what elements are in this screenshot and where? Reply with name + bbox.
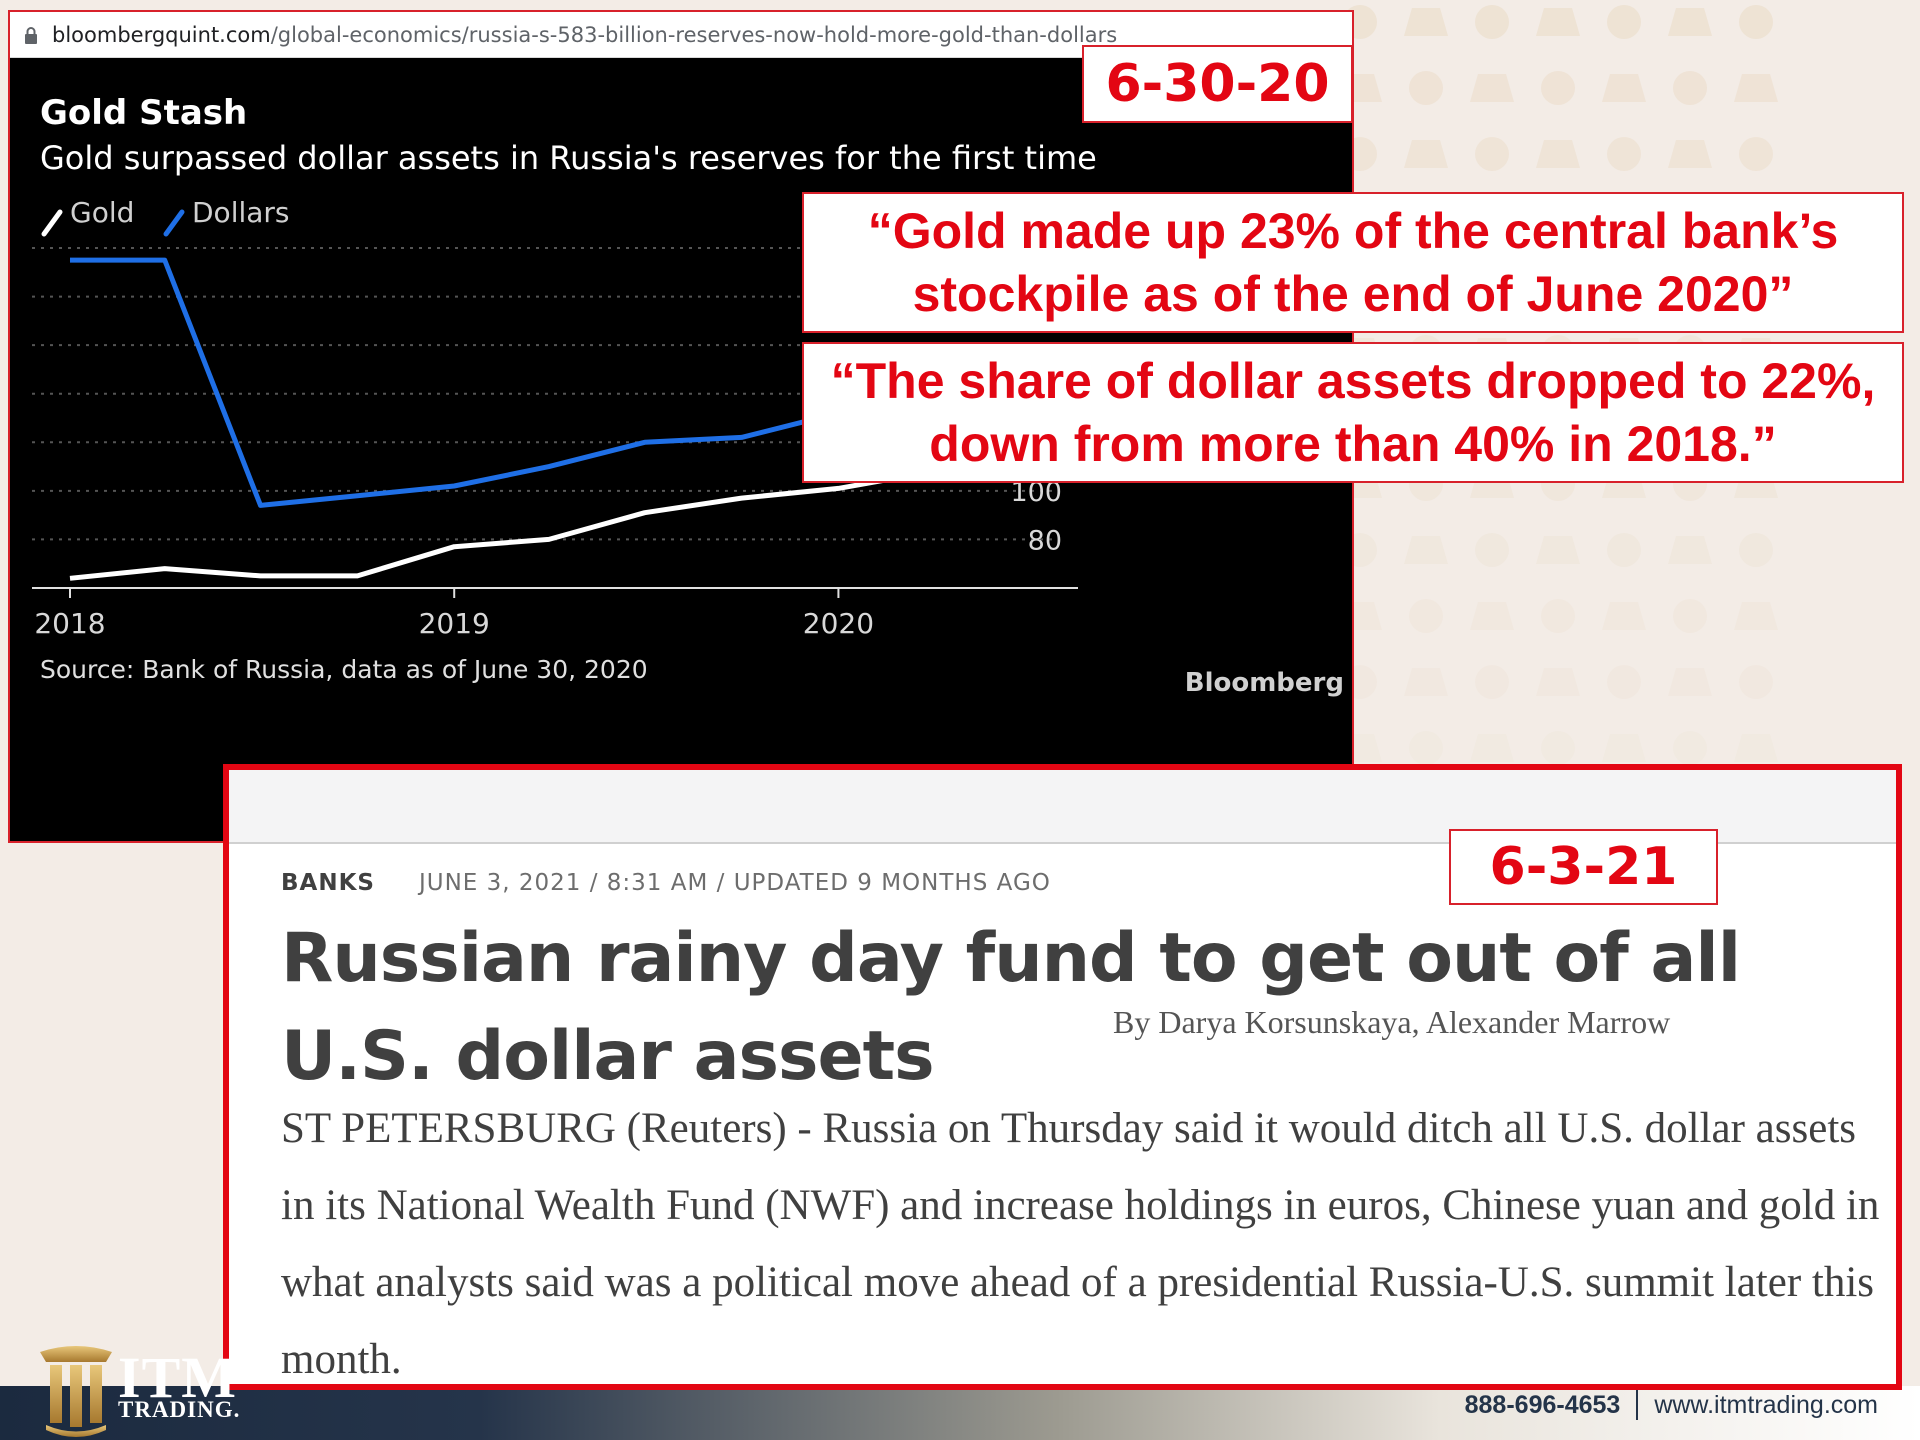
background-pattern-shape — [1673, 71, 1707, 105]
gold-dollar-line-chart: Gold Stash Gold surpassed dollar assets i… — [32, 93, 1344, 698]
footer-bar — [0, 1386, 1920, 1440]
legend-label-dollars: Dollars — [192, 196, 290, 229]
chart-source: Source: Bank of Russia, data as of June … — [40, 655, 648, 684]
background-pattern-shape — [1404, 140, 1448, 168]
legend-label-gold: Gold — [70, 196, 134, 229]
background-pattern-shape — [1668, 140, 1712, 168]
quote-text-dollar-share: “The share of dollar assets dropped to 2… — [830, 352, 1876, 472]
background-pattern-shape — [1668, 536, 1712, 564]
background-pattern-shape — [1602, 74, 1646, 102]
background-pattern-shape — [1734, 74, 1778, 102]
footer-phone[interactable]: 888-696-4653 — [1464, 1390, 1621, 1419]
article-section-label[interactable]: BANKS — [281, 870, 375, 896]
background-pattern-shape — [1475, 665, 1509, 699]
background-pattern-shape — [1475, 5, 1509, 39]
article-timestamp: JUNE 3, 2021 / 8:31 AM / UPDATED 9 MONTH… — [418, 870, 1051, 896]
background-pattern-shape — [1536, 536, 1580, 564]
background-pattern-shape — [1404, 8, 1448, 36]
background-pattern-shape — [1607, 665, 1641, 699]
x-tick-label: 2019 — [419, 607, 490, 640]
date-tag-bottom: 6-3-21 — [1449, 829, 1718, 905]
background-pattern-shape — [1470, 734, 1514, 762]
bloomberg-brand: Bloomberg — [1185, 668, 1344, 698]
logo-subtitle: TRADING. — [118, 1397, 241, 1422]
background-pattern-shape — [1536, 140, 1580, 168]
lock-icon — [25, 26, 37, 44]
background-pattern-shape — [1607, 533, 1641, 567]
browser-url-bar[interactable]: bloombergquint.com/global-economics/russ… — [10, 12, 1352, 58]
background-pattern-shape — [1536, 668, 1580, 696]
background-pattern-shape — [1541, 71, 1575, 105]
quote-box-gold-share: “Gold made up 23% of the central bank’s … — [802, 192, 1904, 333]
background-pattern-shape — [1404, 536, 1448, 564]
footer-contact: 888-696-4653 www.itmtrading.com — [1465, 1390, 1878, 1420]
background-pattern-shape — [1673, 599, 1707, 633]
x-tick-label: 2020 — [803, 607, 874, 640]
background-pattern-shape — [1607, 137, 1641, 171]
background-pattern-shape — [1739, 665, 1773, 699]
article-headline: Russian rainy day fund to get out of all… — [281, 919, 1741, 1096]
x-tick-label: 2018 — [34, 607, 105, 640]
article-meta: BANKS JUNE 3, 2021 / 8:31 AM / UPDATED 9 … — [281, 870, 1051, 896]
y-tick-label: 80 — [1028, 525, 1062, 556]
background-pattern-shape — [1541, 599, 1575, 633]
background-pattern-shape — [1673, 731, 1707, 765]
background-pattern-shape — [1541, 731, 1575, 765]
background-pattern-shape — [1409, 71, 1443, 105]
background-pattern-shape — [1739, 533, 1773, 567]
background-pattern-shape — [1739, 5, 1773, 39]
quote-box-dollar-share: “The share of dollar assets dropped to 2… — [802, 342, 1904, 483]
background-pattern-shape — [1475, 533, 1509, 567]
background-pattern-shape — [1409, 731, 1443, 765]
quote-text-gold-share: “Gold made up 23% of the central bank’s … — [867, 202, 1839, 322]
chart-title: Gold Stash — [40, 93, 247, 133]
footer-divider — [1636, 1390, 1639, 1420]
background-pattern-shape — [1536, 8, 1580, 36]
background-pattern-shape — [1409, 599, 1443, 633]
chart-subtitle: Gold surpassed dollar assets in Russia's… — [40, 139, 1097, 177]
footer-website-link[interactable]: www.itmtrading.com — [1654, 1390, 1878, 1419]
itm-logo-icon — [40, 1346, 112, 1437]
legend-swatch-dollars — [163, 209, 185, 237]
background-pattern-shape — [1734, 734, 1778, 762]
url-domain: bloombergquint.com — [52, 22, 271, 47]
background-pattern-shape — [1404, 668, 1448, 696]
legend-swatch-gold — [41, 209, 63, 237]
background-pattern-shape — [1470, 74, 1514, 102]
article-byline[interactable]: By Darya Korsunskaya, Alexander Marrow — [1113, 1004, 1671, 1040]
background-pattern-shape — [1475, 137, 1509, 171]
article-body: ST PETERSBURG (Reuters) - Russia on Thur… — [281, 1105, 1880, 1383]
background-pattern-shape — [1668, 8, 1712, 36]
background-pattern-shape — [1470, 602, 1514, 630]
background-pattern-shape — [1739, 137, 1773, 171]
url-path: /global-economics/russia-s-583-billion-r… — [270, 22, 1118, 47]
background-pattern-shape — [1602, 734, 1646, 762]
background-pattern-shape — [1734, 602, 1778, 630]
background-pattern-shape — [1668, 668, 1712, 696]
date-tag-top: 6-30-20 — [1082, 45, 1353, 123]
logo-wordmark: ITM — [118, 1345, 237, 1410]
background-pattern-shape — [1607, 5, 1641, 39]
background-pattern-shape — [1602, 602, 1646, 630]
